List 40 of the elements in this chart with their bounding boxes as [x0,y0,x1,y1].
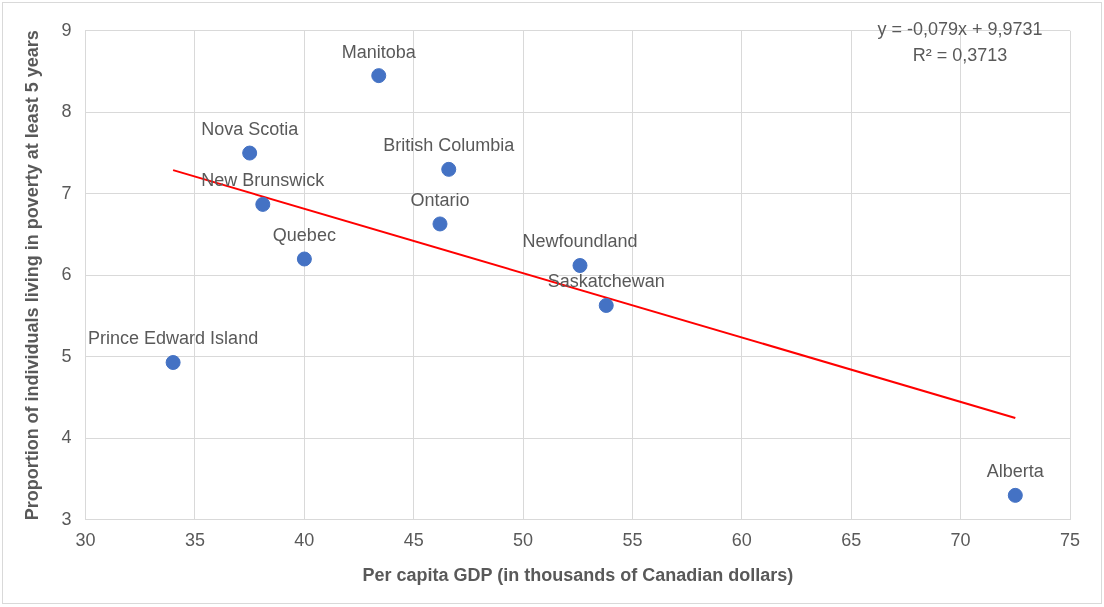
x-tick-label: 40 [294,529,315,550]
point [165,355,181,371]
point [598,297,614,313]
x-tick-label: 35 [184,529,205,550]
x-tick-label: 65 [841,529,862,550]
annotation: R² = 0,3713 [912,44,1008,65]
y-tick-label: 5 [61,345,72,366]
series-label: Newfoundland [522,231,638,252]
y-tick-label: 6 [61,264,72,285]
point [572,258,588,274]
y-tick-label: 8 [61,101,72,122]
x-tick-label: 50 [513,529,534,550]
y-tick-label: 9 [61,19,72,40]
x-tick-label: 75 [1059,529,1081,550]
x-axis-title: Per capita GDP (in thousands of Canadian dollars) [362,565,794,586]
y-tick-label: 7 [61,182,72,203]
x-tick-label: 45 [403,529,424,550]
point [432,216,448,232]
series-label: British Columbia [383,135,516,156]
y-tick-label: 3 [61,508,72,529]
y-tick-label: 4 [61,427,72,448]
series-label: Manitoba [341,41,417,62]
annotation: y = -0,079x + 9,9731 [877,18,1043,39]
point [371,68,387,84]
x-tick-label: 30 [75,529,96,550]
x-tick-label: 60 [731,529,752,550]
x-tick-label: 55 [622,529,643,550]
series-label: Prince Edward Island [88,328,259,349]
point [441,161,457,177]
point [1007,487,1023,503]
point [255,196,271,212]
series-label: Alberta [986,461,1045,482]
series-label: Nova Scotia [201,119,300,140]
series-label: Saskatchewan [547,271,665,292]
series-label: Ontario [410,189,470,210]
point [242,145,258,161]
y-axis-title: Proportion of individuals living in poverty at least 5 years [21,30,42,521]
x-tick-label: 70 [950,529,971,550]
point [296,251,312,267]
series-label: Quebec [272,224,336,245]
